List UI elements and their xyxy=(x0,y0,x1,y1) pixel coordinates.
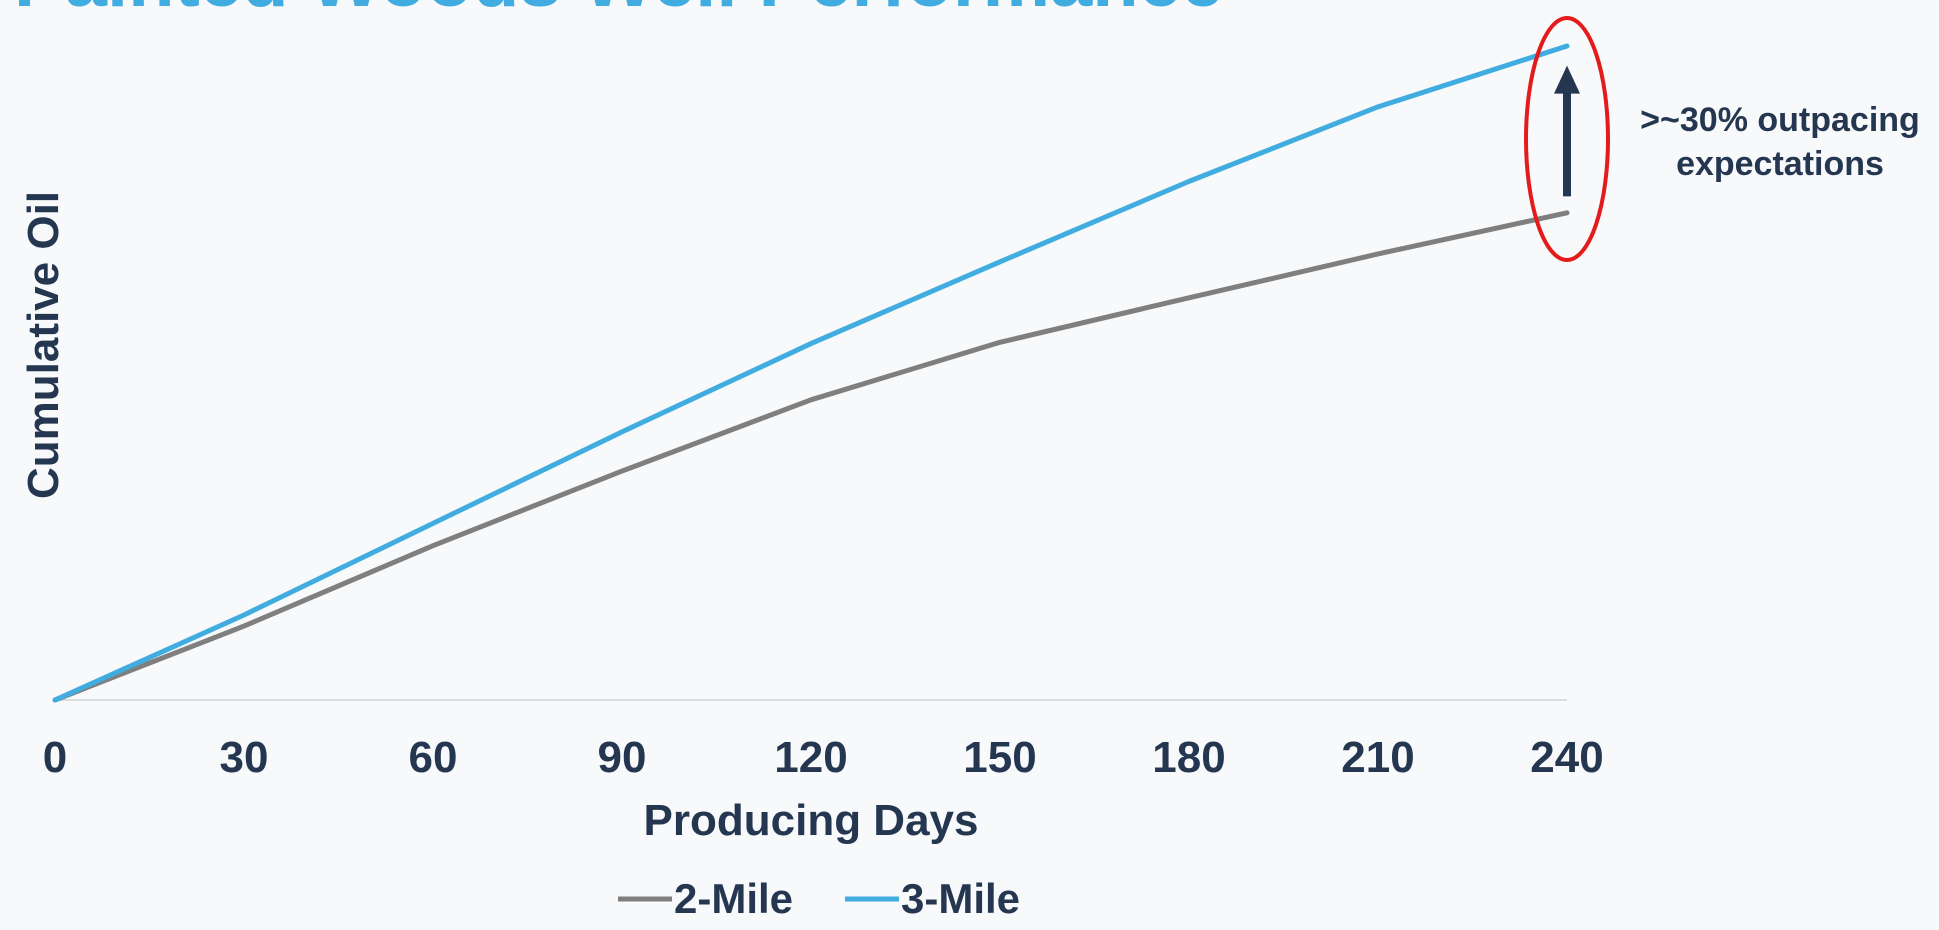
x-tick-label: 240 xyxy=(1530,733,1603,782)
series-line-2 xyxy=(52,43,1570,703)
x-tick-label: 120 xyxy=(774,733,847,782)
legend: 2-Mile 3-Mile xyxy=(618,875,1020,922)
series-lines xyxy=(52,43,1570,703)
x-tick-label: 60 xyxy=(409,733,458,782)
annotation-line-1: >~30% outpacing xyxy=(1640,101,1920,139)
legend-item-1: 2-Mile xyxy=(618,875,793,922)
x-axis-ticks: 0 30 60 90 120 150 180 210 240 xyxy=(43,733,1604,782)
legend-item-2: 3-Mile xyxy=(845,875,1020,922)
x-tick-label: 0 xyxy=(43,733,67,782)
arrow-head-icon xyxy=(1554,65,1580,94)
legend-label: 2-Mile xyxy=(674,875,793,922)
x-axis-title: Producing Days xyxy=(644,796,979,845)
annotation-line-2: expectations xyxy=(1676,145,1884,183)
x-tick-label: 180 xyxy=(1152,733,1225,782)
series-line-1 xyxy=(52,210,1570,703)
x-tick-label: 210 xyxy=(1341,733,1414,782)
x-tick-label: 150 xyxy=(963,733,1036,782)
x-tick-label: 90 xyxy=(598,733,647,782)
x-tick-label: 30 xyxy=(220,733,269,782)
chart-title: Painted Woods Well Performance xyxy=(14,0,1223,23)
annotation: >~30% outpacing expectations xyxy=(1524,16,1920,262)
legend-label: 3-Mile xyxy=(901,875,1020,922)
highlight-ellipse xyxy=(1524,16,1610,262)
y-axis-title: Cumulative Oil xyxy=(19,191,68,499)
